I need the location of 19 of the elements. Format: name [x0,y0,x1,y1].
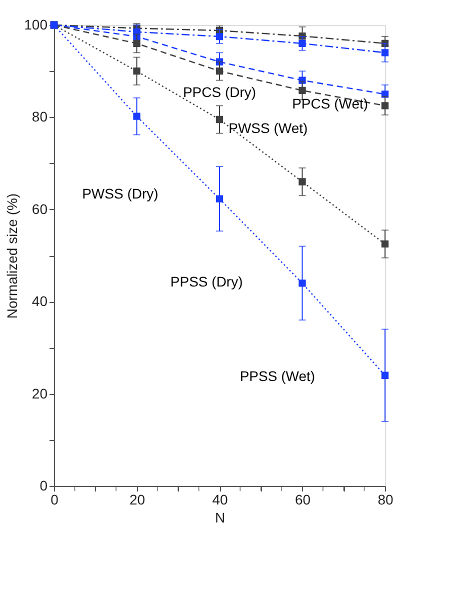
annotation: PPSS (Dry) [170,274,243,290]
x-tick-label: 80 [378,492,394,508]
x-axis-title: N [214,510,226,526]
annotation: PPCS (Dry) [182,84,256,100]
x-tick-label: 40 [212,492,228,508]
y-tick-label: 60 [32,200,48,217]
y-tick-label: 0 [40,478,48,494]
x-tick-label: 60 [294,492,311,508]
annotation: PWSS (Dry) [82,186,158,202]
y-tick-label: 40 [32,293,48,310]
y-tick-label: 100 [24,16,48,32]
annotation: PPCS (Wet) [292,95,368,112]
y-tick-label: 20 [32,385,48,402]
y-tick-label: 80 [32,108,48,125]
x-tick-label: 20 [129,492,146,508]
x-tick-label: 0 [50,492,59,508]
y-axis-title: Normalized size (%) [4,193,20,319]
annotation: PPSS (Wet) [240,368,316,384]
annotation: PWSS (Wet) [228,120,308,136]
